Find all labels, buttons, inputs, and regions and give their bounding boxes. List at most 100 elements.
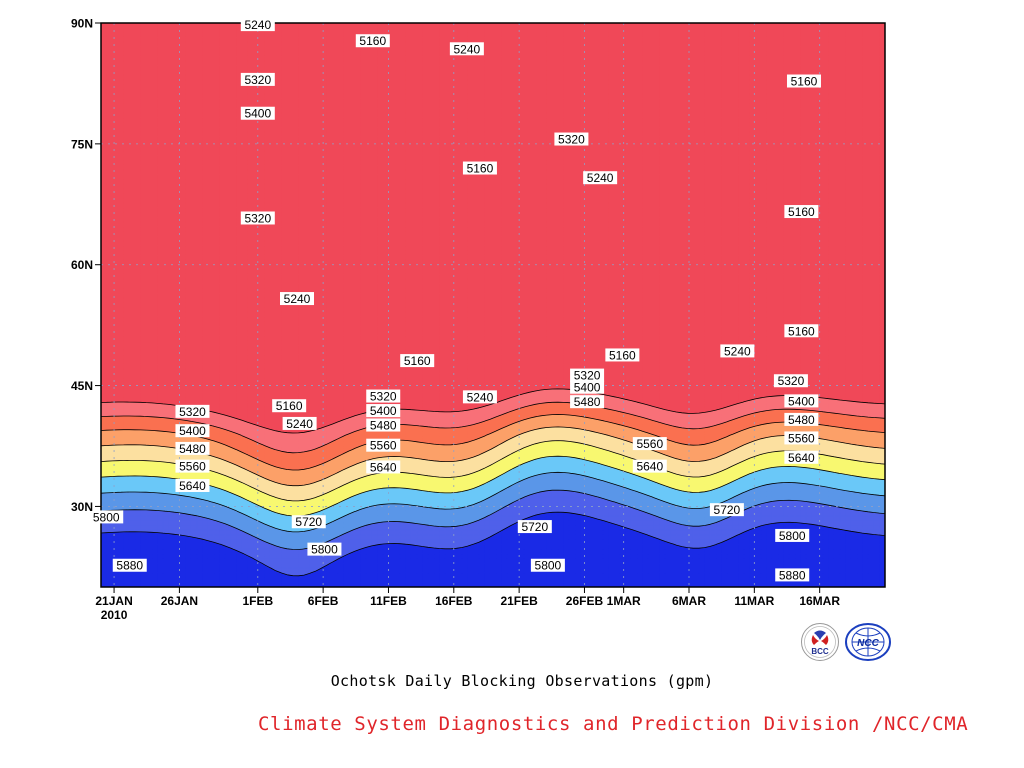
contour-label-text: 5160 [609, 348, 636, 362]
contour-label: 5400 [784, 394, 818, 408]
contour-label-text: 5560 [179, 460, 206, 474]
contour-label-text: 5240 [467, 390, 494, 404]
ncc-logo: NCC [844, 622, 892, 662]
x-tick-label: 16MAR [799, 594, 840, 608]
contour-label-text: 5640 [636, 460, 663, 474]
svg-text:BCC: BCC [811, 647, 829, 656]
contour-label: 5240 [463, 390, 497, 404]
x-tick-label: 6MAR [672, 594, 706, 608]
contour-label-text: 5560 [370, 439, 397, 453]
contour-label-text: 5240 [286, 417, 313, 431]
contour-label: 5160 [787, 75, 821, 89]
contour-label: 5240 [280, 292, 314, 306]
contour-label: 5640 [175, 479, 209, 493]
contour-label-text: 5400 [574, 381, 601, 395]
contour-label: 5320 [241, 211, 275, 225]
contour-label-text: 5800 [93, 510, 120, 524]
contour-label: 5640 [784, 451, 818, 465]
contour-label: 5160 [400, 354, 434, 368]
contour-label-text: 5320 [370, 390, 397, 404]
contour-label: 5720 [518, 520, 552, 534]
y-tick-label: 60N [71, 258, 93, 272]
contour-label: 5560 [366, 439, 400, 453]
contour-label-text: 5400 [244, 107, 271, 121]
contour-label-text: 5320 [244, 73, 271, 87]
contour-label: 5240 [720, 344, 754, 358]
contour-label: 5880 [775, 568, 809, 582]
contour-label: 5240 [241, 18, 275, 32]
y-tick-label: 90N [71, 17, 93, 31]
contour-label: 5160 [463, 162, 497, 176]
x-tick-label: 11MAR [734, 594, 774, 608]
contour-label: 5400 [570, 381, 604, 395]
contour-label: 5240 [283, 417, 317, 431]
contour-label-text: 5320 [244, 211, 271, 225]
contour-label: 5560 [175, 460, 209, 474]
contour-label: 5720 [292, 515, 326, 529]
x-tick-label: 11FEB [370, 594, 407, 608]
contour-label-text: 5400 [370, 404, 397, 418]
x-tick-label: 1MAR [607, 594, 641, 608]
contour-label-text: 5480 [574, 395, 601, 409]
contour-label: 5800 [89, 510, 123, 524]
svg-text:NCC: NCC [857, 638, 879, 649]
contour-label: 5480 [366, 419, 400, 433]
contour-label: 5160 [605, 348, 639, 362]
contour-label-text: 5800 [535, 559, 562, 573]
x-tick-label: 1FEB [242, 594, 273, 608]
x-tick-label: 21FEB [500, 594, 538, 608]
contour-label: 5800 [307, 543, 341, 557]
contour-label: 5560 [633, 437, 667, 451]
y-tick-label: 45N [71, 379, 93, 393]
contour-label-text: 5160 [791, 75, 818, 89]
contour-label-text: 5160 [788, 324, 815, 338]
contour-label-text: 5800 [779, 529, 806, 543]
contour-label: 5320 [774, 374, 808, 388]
contour-label: 5320 [241, 73, 275, 87]
contour-label: 5480 [570, 395, 604, 409]
contour-label: 5640 [633, 460, 667, 474]
contour-label: 5560 [784, 431, 818, 445]
x-tick-label: 16FEB [435, 594, 473, 608]
contour-label: 5880 [113, 559, 147, 573]
contour-label-text: 5480 [370, 419, 397, 433]
contour-label-text: 5480 [788, 413, 815, 427]
contour-label-text: 5160 [276, 399, 303, 413]
contour-label-text: 5240 [284, 292, 311, 306]
contour-label: 5400 [366, 404, 400, 418]
y-tick-label: 75N [71, 137, 93, 151]
contour-label: 5480 [784, 413, 818, 427]
bcc-logo: BCC [800, 622, 840, 662]
contour-label: 5320 [366, 390, 400, 404]
contour-label-text: 5240 [587, 171, 614, 185]
contour-label-text: 5480 [179, 442, 206, 456]
contour-label-text: 5240 [724, 344, 751, 358]
x-tick-label: 26JAN [161, 594, 198, 608]
contour-label-text: 5720 [714, 503, 741, 517]
contour-label-text: 5320 [558, 133, 585, 147]
contour-band-5880 [101, 23, 885, 433]
chart-title: Ochotsk Daily Blocking Observations (gpm… [0, 672, 1024, 690]
contour-label-text: 5160 [788, 205, 815, 219]
contour-label-text: 5160 [467, 162, 494, 176]
contour-label-text: 5560 [788, 431, 815, 445]
contour-label: 5800 [531, 559, 565, 573]
contour-label: 5240 [450, 42, 484, 56]
contour-label-text: 5400 [179, 424, 206, 438]
contour-label: 5400 [175, 424, 209, 438]
x-tick-label: 21JAN [95, 594, 132, 608]
contour-label-text: 5160 [404, 354, 431, 368]
contour-label: 5720 [710, 503, 744, 517]
contour-label-text: 5640 [179, 479, 206, 493]
contour-label: 5400 [241, 107, 275, 121]
contour-label: 5160 [784, 324, 818, 338]
x-year-label: 2010 [101, 608, 128, 622]
contour-label: 5160 [356, 34, 390, 48]
contour-label: 5800 [775, 529, 809, 543]
contour-label-text: 5320 [778, 374, 805, 388]
contour-label: 5160 [784, 205, 818, 219]
contour-label: 5240 [583, 171, 617, 185]
credit-line: Climate System Diagnostics and Predictio… [258, 713, 968, 735]
contour-label-text: 5800 [311, 543, 338, 557]
contour-label: 5640 [366, 460, 400, 474]
